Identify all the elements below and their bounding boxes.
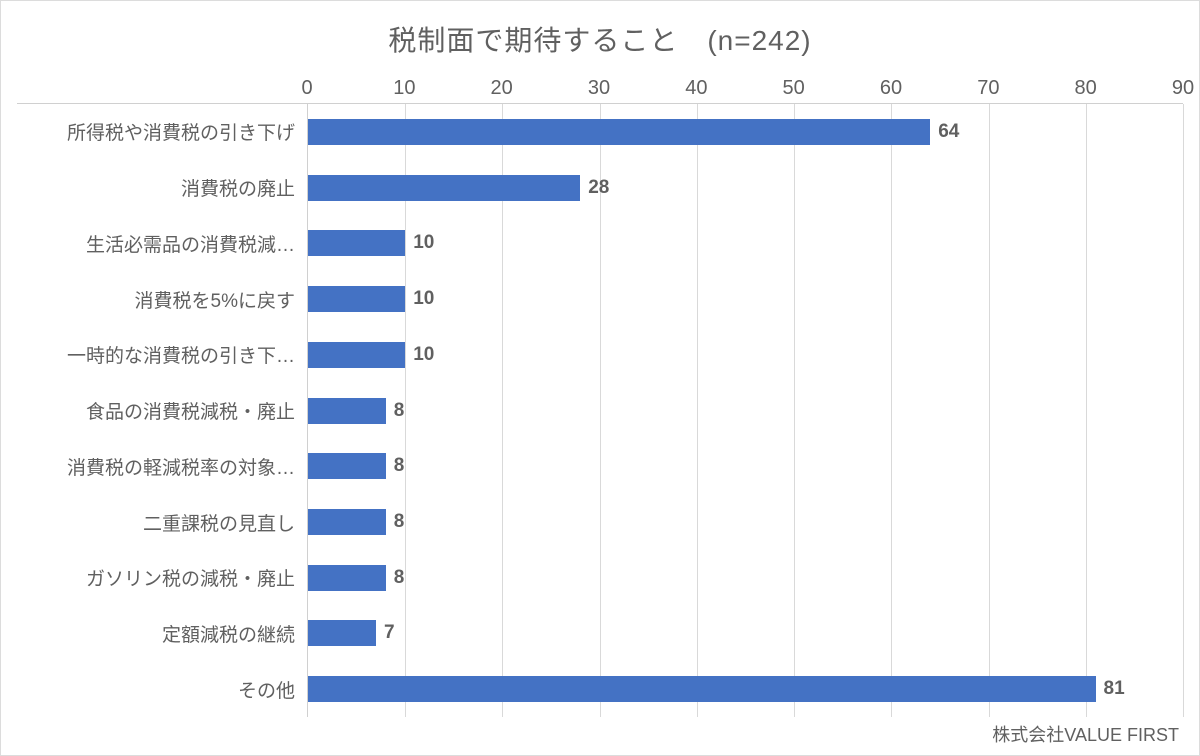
value-label: 28 [588, 177, 609, 199]
bar-row: 81 [308, 661, 1183, 717]
value-label: 7 [384, 622, 395, 644]
x-tick-label: 40 [685, 77, 707, 100]
bar-row: 10 [308, 215, 1183, 271]
x-tick-label: 10 [393, 77, 415, 100]
bar-row: 7 [308, 606, 1183, 662]
x-axis: 0102030405060708090 [307, 73, 1183, 103]
chart-frame: 税制面で期待すること (n=242) 0 10 20 30 40 50 60 70 80 90 所… [0, 0, 1200, 756]
category-label: 消費税の廃止 [17, 160, 307, 216]
bar [308, 230, 405, 256]
x-tick-label: 80 [1075, 77, 1097, 100]
x-tick-label: 60 [880, 77, 902, 100]
value-label: 8 [394, 455, 405, 477]
x-tick-label: 70 [977, 77, 999, 100]
category-label: 所得税や消費税の引き下げ [17, 104, 307, 160]
gridline [1183, 104, 1184, 717]
category-label: その他 [17, 661, 307, 717]
chart-area: 0102030405060708090 所得税や消費税の引き下げ消費税の廃止生活… [17, 73, 1183, 717]
bars-rows-wrap: 64 28 10 10 10 8 8 8 8 7 81 [308, 104, 1183, 717]
bar [308, 286, 405, 312]
category-label: ガソリン税の減税・廃止 [17, 550, 307, 606]
value-label: 64 [938, 121, 959, 143]
value-label: 8 [394, 511, 405, 533]
x-axis-header: 0102030405060708090 [17, 73, 1183, 103]
category-label: 一時的な消費税の引き下… [17, 327, 307, 383]
bar [308, 342, 405, 368]
chart-title: 税制面で期待すること (n=242) [388, 25, 811, 56]
bar [308, 676, 1096, 702]
category-label: 二重課税の見直し [17, 494, 307, 550]
bar-row: 28 [308, 160, 1183, 216]
bar [308, 398, 386, 424]
value-label: 10 [413, 344, 434, 366]
category-label: 定額減税の継続 [17, 606, 307, 662]
value-label: 8 [394, 400, 405, 422]
value-label: 10 [413, 288, 434, 310]
bar-row: 8 [308, 438, 1183, 494]
y-category-labels: 所得税や消費税の引き下げ消費税の廃止生活必需品の消費税減…消費税を5%に戻す一時… [17, 104, 307, 717]
category-label: 生活必需品の消費税減… [17, 215, 307, 271]
plot-region: 所得税や消費税の引き下げ消費税の廃止生活必需品の消費税減…消費税を5%に戻す一時… [17, 103, 1183, 717]
y-label-spacer [17, 73, 307, 103]
value-label: 81 [1104, 678, 1125, 700]
bar [308, 565, 386, 591]
value-label: 8 [394, 567, 405, 589]
bar [308, 453, 386, 479]
x-tick-label: 90 [1172, 77, 1194, 100]
credit-line: 株式会社VALUE FIRST [17, 717, 1183, 747]
chart-title-row: 税制面で期待すること (n=242) [17, 13, 1183, 73]
bar-row: 8 [308, 383, 1183, 439]
category-label: 消費税の軽減税率の対象… [17, 438, 307, 494]
bar-row: 8 [308, 550, 1183, 606]
x-tick-label: 30 [588, 77, 610, 100]
x-tick-label: 50 [783, 77, 805, 100]
bar [308, 509, 386, 535]
bar [308, 175, 580, 201]
category-label: 消費税を5%に戻す [17, 271, 307, 327]
bar-row: 64 [308, 104, 1183, 160]
value-label: 10 [413, 232, 434, 254]
bars-region: 64 28 10 10 10 8 8 8 8 7 81 [307, 104, 1183, 717]
category-label: 食品の消費税減税・廃止 [17, 383, 307, 439]
bar-row: 10 [308, 327, 1183, 383]
bar [308, 119, 930, 145]
x-tick-label: 20 [491, 77, 513, 100]
x-tick-label: 0 [301, 77, 312, 100]
bar-row: 10 [308, 271, 1183, 327]
bar [308, 620, 376, 646]
bar-row: 8 [308, 494, 1183, 550]
